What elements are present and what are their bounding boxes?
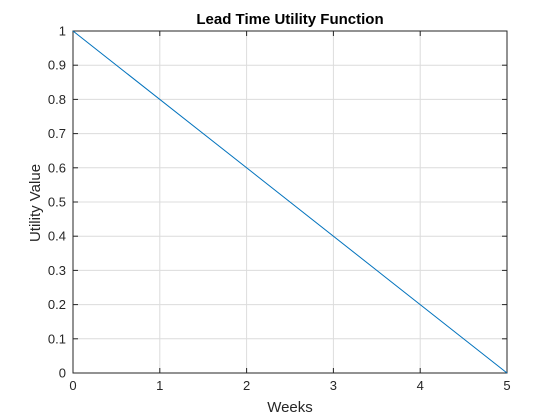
y-tick-label: 0.1: [48, 331, 66, 346]
x-tick-label: 5: [503, 378, 510, 393]
ticks-layer: 0 1 2 3 4 5 0 0.1 0.2 0.3 0.4 0.5 0.6 0.7 0.8 0.9 1: [48, 24, 511, 394]
chart-title: Lead Time Utility Function: [196, 11, 383, 28]
y-tick-label: 0.2: [48, 297, 66, 312]
y-tick-label: 0.6: [48, 160, 66, 175]
y-tick-label: 0.8: [48, 92, 66, 107]
series-layer: [72, 30, 508, 374]
y-tick-label: 0.3: [48, 263, 66, 278]
x-tick-label: 0: [69, 378, 76, 393]
y-tick-label: 0: [59, 366, 66, 381]
x-tick-label: 3: [330, 378, 337, 393]
y-tick-label: 0.5: [48, 195, 66, 210]
y-tick-label: 0.7: [48, 126, 66, 141]
x-tick-label: 2: [243, 378, 250, 393]
y-axis-label: Utility Value: [27, 164, 44, 242]
x-tick-label: 4: [417, 378, 424, 393]
y-tick-label: 1: [59, 24, 66, 39]
x-axis-label: Weeks: [267, 399, 313, 416]
y-tick-label: 0.9: [48, 58, 66, 73]
x-tick-label: 1: [156, 378, 163, 393]
y-tick-label: 0.4: [48, 229, 66, 244]
series-line: [72, 30, 508, 374]
